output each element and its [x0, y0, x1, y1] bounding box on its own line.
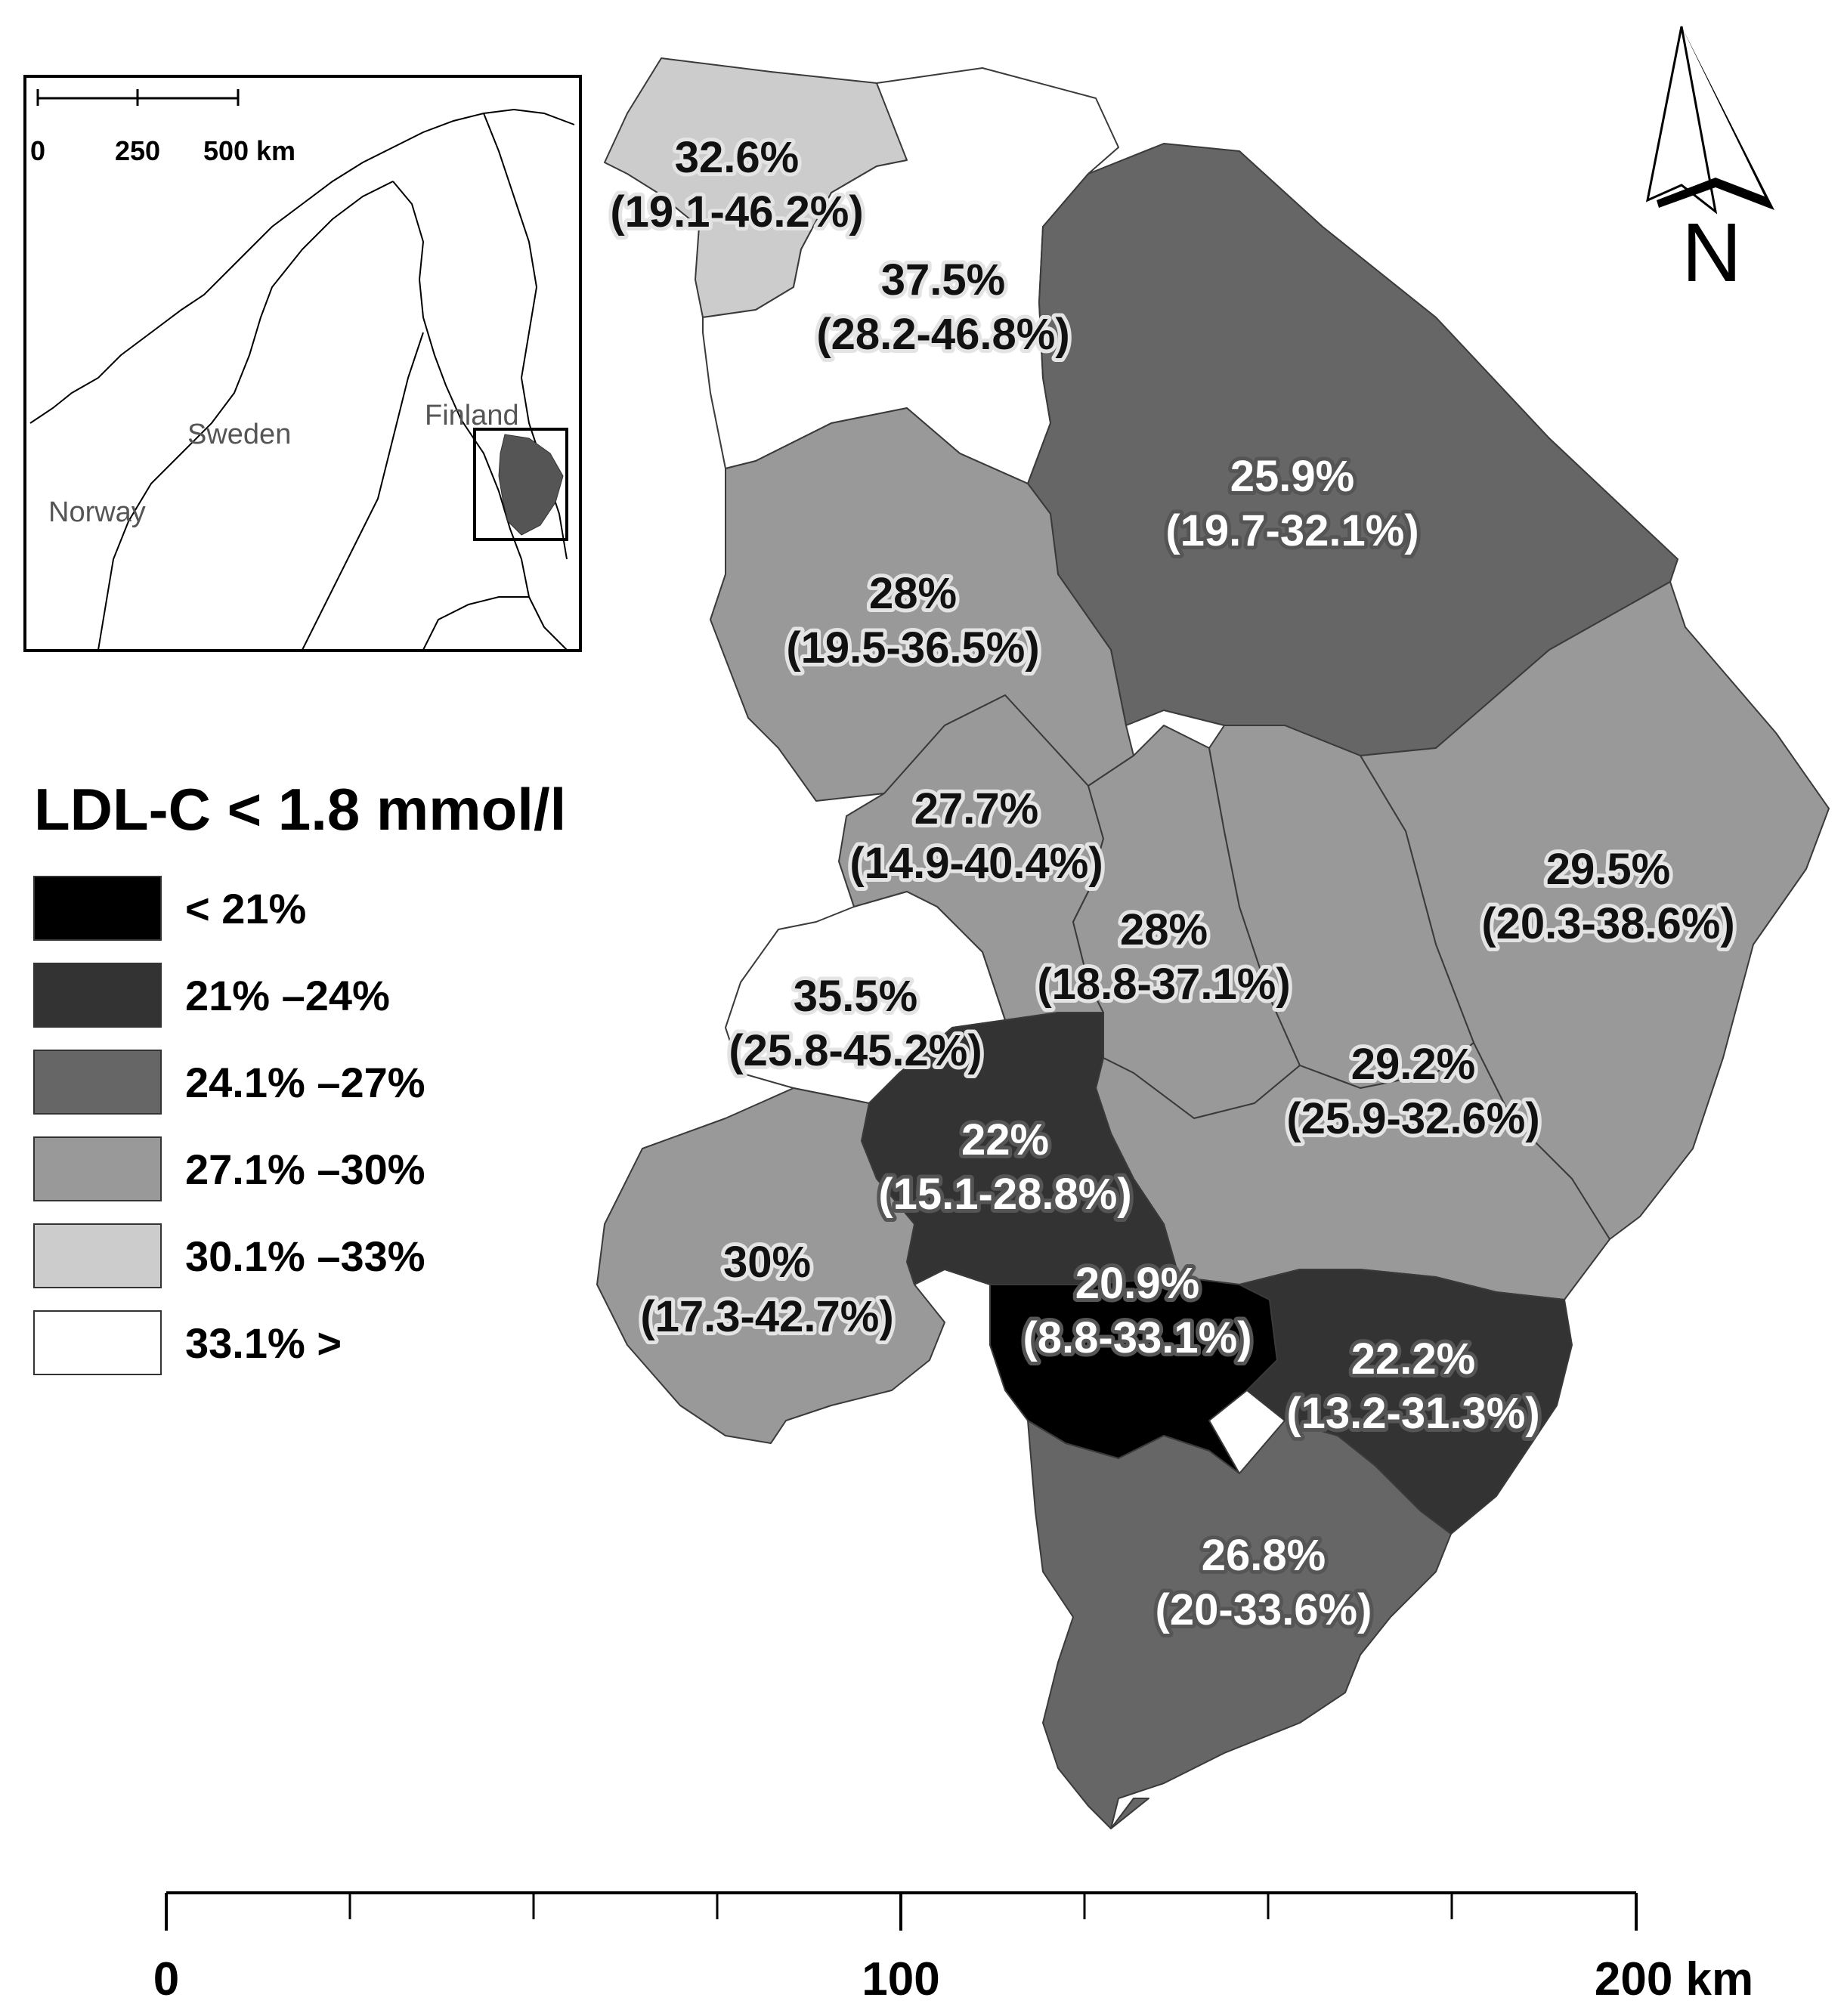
inset-scale-bar: 0 250 500 km: [30, 89, 295, 166]
region-southwest-value: 30%: [723, 1238, 811, 1287]
region-southwest-white-ci: (25.8-45.2%): [729, 1026, 982, 1075]
inset-finland-border: [392, 181, 568, 651]
region-north-value: 37.5%: [881, 255, 1005, 305]
region-southwest-ci: (17.3-42.7%): [640, 1292, 893, 1341]
region-central-ci: (18.8-37.1%): [1037, 960, 1290, 1009]
region-west-ci: (19.5-36.5%): [786, 623, 1039, 673]
region-southwest-white-value: 35.5%: [794, 972, 917, 1021]
region-nw-value: 32.6%: [675, 133, 799, 182]
legend-swatch-30-33: [33, 1223, 162, 1288]
scale-bar: 0 100 200 km: [153, 1891, 1753, 2005]
inset-label-sweden: Sweden: [187, 419, 291, 450]
inset-scale-label-0: 0: [30, 135, 45, 166]
legend-swatch-lt21: [33, 876, 162, 941]
region-east-value: 29.5%: [1546, 845, 1670, 894]
region-labels: 32.6% (19.1-46.2%) 37.5% (28.2-46.8%) 25…: [606, 129, 1738, 1638]
region-south-central-dark-ci: (15.1-28.8%): [878, 1170, 1131, 1219]
legend-title: LDL-C < 1.8 mmol/l: [34, 776, 566, 843]
north-arrow-icon: [1645, 26, 1718, 215]
legend-swatch-gt33: [33, 1310, 162, 1375]
scale-label-0: 0: [153, 1953, 179, 2005]
region-south-central-dark-value: 22%: [961, 1115, 1049, 1164]
inset-map: 0 250 500 km Finland Sweden Norway: [23, 75, 582, 652]
scale-label-200: 200 km: [1595, 1953, 1753, 2005]
regions: [596, 57, 1830, 1829]
region-northeast-value: 25.9%: [1230, 452, 1354, 501]
inset-gulf-finland: [422, 596, 529, 651]
scale-label-100: 100: [862, 1953, 939, 2005]
region-southwest: [596, 1087, 945, 1444]
north-label: N: [1682, 206, 1741, 299]
region-south-east-dark-value: 22.2%: [1351, 1334, 1475, 1384]
region-southeast-central-value: 29.2%: [1351, 1040, 1475, 1089]
legend-swatch-27-30: [33, 1136, 162, 1201]
legend-label-gt33: 33.1% >: [185, 1319, 342, 1367]
region-east-ci: (20.3-38.6%): [1481, 899, 1734, 948]
inset-frame: [23, 75, 582, 652]
legend-label-27-30: 27.1% –30%: [185, 1146, 425, 1193]
legend-label-lt21: < 21%: [185, 885, 306, 932]
north-arrow-shadow-icon: [1657, 26, 1774, 210]
inset-scale-label-250: 250: [115, 135, 160, 166]
inset-scale-label-500: 500 km: [203, 135, 295, 166]
region-southeast-central-ci: (25.9-32.6%): [1286, 1094, 1539, 1143]
legend-swatch-24-27: [33, 1050, 162, 1115]
region-south: [1027, 1420, 1452, 1829]
legend-label-30-33: 30.1% –33%: [185, 1232, 425, 1280]
legend-swatch-21-24: [33, 963, 162, 1028]
inset-study-area: [498, 434, 564, 536]
inset-gulf-bothnia: [302, 332, 424, 651]
north-arrow: N: [1645, 26, 1774, 299]
legend-label-21-24: 21% –24%: [185, 972, 390, 1019]
inset-label-finland: Finland: [425, 400, 519, 431]
region-south-ci: (20-33.6%): [1156, 1585, 1372, 1634]
inset-sweden-border: [97, 181, 394, 651]
region-west-value: 28%: [869, 569, 957, 618]
region-north-ci: (28.2-46.8%): [816, 310, 1069, 359]
region-south-black-value: 20.9%: [1075, 1259, 1199, 1308]
region-northeast-ci: (19.7-32.1%): [1165, 506, 1419, 555]
legend-label-24-27: 24.1% –27%: [185, 1059, 425, 1106]
inset-norway-coast: [29, 108, 575, 424]
region-nw-ci: (19.1-46.2%): [610, 187, 863, 237]
region-west-central-value: 27.7%: [914, 784, 1038, 833]
region-west-central-ci: (14.9-40.4%): [849, 839, 1103, 888]
inset-label-norway: Norway: [48, 496, 146, 528]
region-south-east-dark-ci: (13.2-31.3%): [1286, 1389, 1539, 1438]
region-south-value: 26.8%: [1202, 1531, 1326, 1580]
legend: LDL-C < 1.8 mmol/l < 21% 21% –24% 24.1% –2…: [33, 776, 566, 1375]
region-south-east-dark: [1239, 1269, 1573, 1535]
inset-study-area-box: [473, 428, 568, 541]
region-south-black-ci: (8.8-33.1%): [1023, 1313, 1252, 1362]
region-central-value: 28%: [1120, 905, 1208, 954]
